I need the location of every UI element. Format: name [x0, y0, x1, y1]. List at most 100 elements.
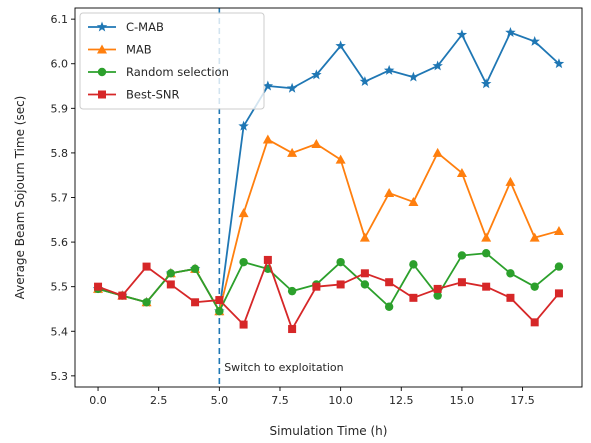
legend-marker — [97, 67, 107, 77]
data-point — [553, 58, 565, 69]
series-layer — [92, 27, 565, 334]
data-point — [263, 255, 272, 264]
data-point — [384, 302, 394, 311]
data-point — [286, 82, 298, 93]
annotation-text: Switch to exploitation — [224, 361, 343, 374]
legend-box — [79, 12, 265, 110]
data-point — [191, 298, 200, 307]
data-point — [457, 251, 467, 260]
y-tick-label: 5.6 — [51, 236, 69, 249]
x-tick-label: 5.0 — [211, 394, 229, 407]
data-point — [505, 176, 516, 186]
data-point — [482, 282, 491, 291]
data-point — [335, 40, 346, 51]
data-point — [530, 282, 539, 291]
data-point — [359, 232, 370, 242]
x-tick-label: 7.5 — [271, 394, 289, 407]
data-point — [360, 280, 370, 289]
legend-label: C-MAB — [126, 20, 164, 34]
legend-marker — [96, 21, 108, 32]
legend-entry: Best-SNR — [88, 88, 180, 102]
data-point — [312, 282, 321, 291]
data-point — [456, 167, 467, 177]
data-point — [553, 225, 564, 235]
data-point — [336, 257, 345, 267]
x-tick-label: 15.0 — [450, 394, 475, 407]
data-point — [239, 320, 248, 329]
data-point — [215, 296, 224, 305]
data-point — [287, 147, 298, 157]
data-point — [142, 298, 151, 307]
data-point — [360, 269, 369, 278]
data-point — [335, 154, 346, 164]
data-point — [506, 293, 515, 302]
legend-entry: C-MAB — [88, 20, 164, 34]
data-point — [408, 196, 419, 206]
x-tick-label: 12.5 — [389, 394, 414, 407]
y-tick-label: 5.3 — [51, 370, 69, 383]
data-point — [506, 269, 515, 278]
legend-label: Random selection — [126, 65, 229, 79]
data-point — [554, 262, 564, 271]
x-axis-title: Simulation Time (h) — [270, 424, 388, 438]
legend-entry: MAB — [88, 43, 152, 57]
data-point — [118, 291, 127, 300]
data-point — [142, 262, 151, 271]
series-line — [97, 259, 560, 330]
legend-marker — [97, 44, 107, 54]
data-point — [336, 280, 345, 289]
data-point — [530, 318, 539, 327]
data-point — [262, 134, 273, 144]
data-point — [288, 325, 297, 334]
data-point — [433, 284, 442, 293]
y-tick-label: 5.8 — [51, 147, 69, 160]
y-tick-label: 5.5 — [51, 281, 69, 294]
series-best-snr — [94, 255, 563, 334]
data-point — [94, 282, 103, 291]
data-point — [529, 35, 540, 46]
data-point — [433, 291, 442, 300]
x-tick-label: 10.0 — [328, 394, 353, 407]
y-tick-label: 5.7 — [51, 192, 69, 205]
data-point — [481, 249, 491, 258]
data-point — [480, 78, 492, 89]
data-point — [432, 147, 443, 157]
legend-label: Best-SNR — [126, 88, 180, 102]
data-point — [409, 293, 418, 302]
data-point — [287, 286, 297, 296]
legend: C-MAB MAB Random selection Best-SNR — [79, 12, 265, 110]
data-point — [239, 257, 248, 267]
data-point — [383, 64, 395, 75]
data-point — [481, 232, 492, 242]
data-point — [166, 280, 175, 289]
data-point — [384, 188, 395, 198]
data-point — [166, 269, 176, 278]
data-point — [311, 138, 322, 148]
data-point — [529, 232, 540, 242]
legend-entry: Random selection — [88, 65, 229, 79]
data-point — [409, 260, 418, 269]
y-tick-label: 5.9 — [51, 102, 69, 115]
x-tick-label: 17.5 — [510, 394, 535, 407]
data-point — [311, 69, 322, 80]
x-tick-label: 0.0 — [89, 394, 107, 407]
data-point — [238, 120, 249, 131]
y-axis-title: Average Beam Sojourn Time (sec) — [13, 96, 27, 300]
y-tick-label: 6.1 — [51, 13, 69, 26]
data-point — [408, 71, 419, 82]
data-point — [385, 278, 394, 287]
data-point — [554, 289, 563, 298]
data-point — [262, 80, 274, 91]
data-point — [190, 264, 200, 274]
data-point — [359, 76, 371, 87]
data-point — [432, 60, 443, 71]
legend-label: MAB — [126, 43, 152, 57]
series-mab — [93, 134, 564, 316]
y-tick-label: 5.4 — [51, 325, 69, 338]
ticks: 0.0 2.5 5.0 7.5 10.0 12.5 15.0 17.5 5.3 5.4 5.5 5.6… — [51, 13, 535, 407]
y-tick-label: 6.0 — [51, 58, 69, 71]
data-point — [238, 208, 249, 218]
data-point — [457, 278, 466, 287]
series-random-selection — [93, 249, 564, 316]
